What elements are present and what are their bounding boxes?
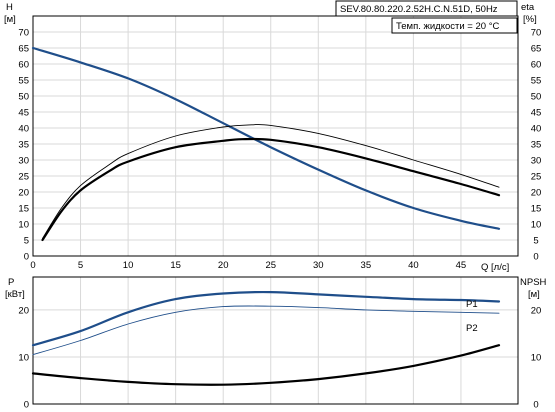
p-axis-label: P: [8, 277, 14, 288]
h-axis-label: H: [6, 2, 13, 13]
h-tick-label: 60: [18, 60, 29, 71]
chart-subtitle: Темп. жидкости = 20 °C: [396, 21, 499, 32]
npsh-tick-label: 20: [531, 305, 542, 316]
eta-tick-label: 60: [531, 60, 542, 71]
bottom-series: [31, 290, 501, 386]
top-series: [31, 46, 501, 242]
p-tick-label: 0: [24, 400, 29, 411]
p1-curve: [31, 290, 501, 347]
npsh-tick-label: 10: [531, 352, 542, 363]
bottom-plot-frame: [32, 276, 519, 405]
x-tick-label: 5: [78, 260, 83, 271]
h-tick-label: 40: [18, 124, 29, 135]
eta-tick-label: 10: [531, 220, 542, 231]
x-tick-label: 40: [408, 260, 419, 271]
eta-tick-label: 25: [531, 172, 542, 183]
p2-series-label: P2: [466, 323, 478, 334]
h-axis-unit: [м]: [4, 14, 16, 25]
x-tick-label: 30: [313, 260, 324, 271]
p1-series-label: P1: [466, 299, 478, 310]
npsh-tick-label: 0: [533, 400, 538, 411]
npsh-axis-label: NPSH: [520, 277, 547, 288]
p-tick-label: 20: [18, 305, 29, 316]
eta-tick-label: 65: [531, 44, 542, 55]
eta-tick-label: 20: [531, 188, 542, 199]
p-tick-label: 10: [18, 352, 29, 363]
h-tick-label: 0: [24, 252, 29, 263]
eta-tick-label: 55: [531, 76, 542, 87]
p-axis-unit: [кВт]: [5, 289, 25, 300]
x-tick-label: 15: [170, 260, 181, 271]
x-axis-label: Q [л/с]: [481, 262, 509, 273]
h-tick-label: 25: [18, 172, 29, 183]
top-grid: [33, 16, 518, 256]
eta-tick-label: 0: [533, 252, 538, 263]
x-tick-label: 20: [218, 260, 229, 271]
x-tick-label: 10: [123, 260, 134, 271]
h-tick-label: 35: [18, 140, 29, 151]
x-tick-label: 0: [30, 260, 35, 271]
h-tick-label: 45: [18, 108, 29, 119]
eta-tick-label: 70: [531, 28, 542, 39]
p2-curve: [32, 305, 500, 356]
h-tick-label: 30: [18, 156, 29, 167]
h-tick-label: 65: [18, 44, 29, 55]
eta-tick-label: 15: [531, 204, 542, 215]
h-tick-label: 10: [18, 220, 29, 231]
eta-tick-label: 35: [531, 140, 542, 151]
bottom-ticks: 0 10 20 0 10 20: [18, 305, 541, 410]
eta-tick-label: 40: [531, 124, 542, 135]
h-tick-label: 55: [18, 76, 29, 87]
h-tick-label: 15: [18, 204, 29, 215]
h-tick-label: 20: [18, 188, 29, 199]
top-plot-frame: [32, 15, 519, 257]
eta-tick-label: 5: [533, 236, 538, 247]
h-tick-label: 70: [18, 28, 29, 39]
chart-title: SEV.80.80.220.2.52H.C.N.51D, 50Hz: [340, 4, 498, 15]
efficiency-curve: [41, 137, 501, 242]
x-tick-label: 45: [456, 260, 467, 271]
eta-tick-label: 30: [531, 156, 542, 167]
head-curve: [31, 46, 501, 230]
eta-tick-label: 45: [531, 108, 542, 119]
eta-tick-label: 50: [531, 92, 542, 103]
eta-axis-unit: [%]: [523, 14, 537, 25]
efficiency-curve-upper: [42, 124, 500, 239]
x-tick-label: 35: [361, 260, 372, 271]
h-tick-label: 50: [18, 92, 29, 103]
npsh-curve: [31, 344, 501, 386]
npsh-axis-unit: [м]: [528, 289, 540, 300]
subtitle-box: [391, 17, 518, 34]
x-tick-label: 25: [265, 260, 276, 271]
title-box: [335, 0, 518, 17]
h-tick-label: 5: [24, 236, 29, 247]
eta-axis-label: eta: [521, 2, 535, 13]
bottom-grid: [33, 277, 518, 404]
